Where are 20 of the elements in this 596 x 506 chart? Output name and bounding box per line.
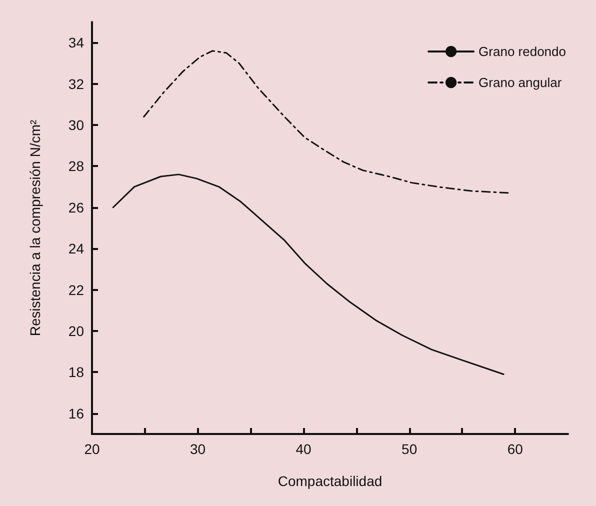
y-tick-label: 16 xyxy=(68,405,84,422)
x-axis-title: Compactabilidad xyxy=(278,473,382,489)
x-tick-label: 60 xyxy=(507,441,524,457)
y-tick-label: 18 xyxy=(68,364,84,380)
y-tick-label: 20 xyxy=(68,323,84,339)
y-tick-label: 32 xyxy=(68,76,84,92)
y-tick-label: 24 xyxy=(68,240,84,257)
legend-label: Grano redondo xyxy=(478,44,566,59)
line-series xyxy=(112,174,504,376)
x-tick-label: 20 xyxy=(84,441,100,457)
y-tick-label: 22 xyxy=(68,282,84,298)
y-tick-label: 26 xyxy=(68,199,84,216)
y-axis-title: Resistencia a la compresión N/cm² xyxy=(27,120,43,336)
x-tick-label: 50 xyxy=(402,441,418,457)
legend-label: Grano angular xyxy=(478,75,562,90)
x-tick-label: 30 xyxy=(190,441,206,457)
y-tick-label: 30 xyxy=(68,117,84,133)
y-tick-label: 28 xyxy=(68,158,84,174)
x-tick-label: 40 xyxy=(296,441,312,457)
y-tick-label: 34 xyxy=(68,34,84,51)
